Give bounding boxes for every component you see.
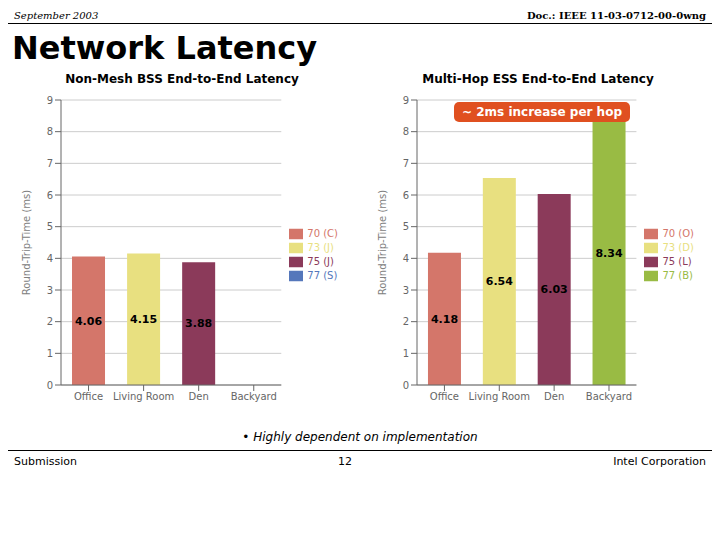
svg-text:3: 3 <box>403 285 409 296</box>
html-text:Non-Mesh BSS End-to-End Latenc: Non-Mesh BSS End-to-End Latency <box>65 72 299 86</box>
html-text:September 2003: September 2003 <box>14 10 99 21</box>
svg-text:4: 4 <box>403 253 409 264</box>
svg-text:7: 7 <box>403 158 409 169</box>
svg-text:6: 6 <box>403 190 409 201</box>
svg-text:0: 0 <box>47 380 53 391</box>
svg-text:5: 5 <box>47 221 53 232</box>
svg-text:Office: Office <box>74 391 103 402</box>
html-text:12: 12 <box>338 455 352 468</box>
svg-text:2: 2 <box>47 316 53 327</box>
html-text:70 (O): 70 (O) <box>662 228 694 239</box>
svg-text:9: 9 <box>403 95 409 106</box>
svg-text:9: 9 <box>47 95 53 106</box>
svg-text:1: 1 <box>403 348 409 359</box>
svg-text:8: 8 <box>47 126 53 137</box>
svg-text:6.54: 6.54 <box>486 275 513 288</box>
html-text:77 (B): 77 (B) <box>662 270 693 281</box>
svg-text:8.34: 8.34 <box>595 247 622 260</box>
html-text:Multi-Hop ESS End-to-End Laten: Multi-Hop ESS End-to-End Latency <box>422 72 654 86</box>
svg-text:4: 4 <box>47 253 53 264</box>
svg-text:7: 7 <box>47 158 53 169</box>
svg-text:4.18: 4.18 <box>431 313 458 326</box>
svg-text:4.06: 4.06 <box>75 315 102 328</box>
svg-text:Backyard: Backyard <box>231 391 277 402</box>
svg-text:Living Room: Living Room <box>113 391 174 402</box>
html-text:75 (J): 75 (J) <box>307 256 334 267</box>
svg-text:Living Room: Living Room <box>469 391 530 402</box>
html-text:Doc.: IEEE 11-03-0712-00-0wng: Doc.: IEEE 11-03-0712-00-0wng <box>526 10 706 21</box>
html-text:Intel Corporation: Intel Corporation <box>613 455 706 468</box>
html-text:~ 2ms increase per hop: ~ 2ms increase per hop <box>462 105 622 119</box>
svg-text:6: 6 <box>47 190 53 201</box>
svg-text:Round-Trip-Time (ms): Round-Trip-Time (ms) <box>377 190 388 295</box>
html-text:Network Latency: Network Latency <box>12 29 318 67</box>
svg-text:3: 3 <box>47 285 53 296</box>
html-text:• Highly dependent on implemen: • Highly dependent on implementation <box>242 430 478 444</box>
svg-text:5: 5 <box>403 221 409 232</box>
svg-text:8: 8 <box>403 126 409 137</box>
svg-text:6.03: 6.03 <box>541 283 568 296</box>
svg-text:Backyard: Backyard <box>586 391 632 402</box>
svg-text:0: 0 <box>403 380 409 391</box>
svg-text:1: 1 <box>47 348 53 359</box>
html-text:77 (S): 77 (S) <box>307 270 338 281</box>
html-text:70 (C): 70 (C) <box>307 228 338 239</box>
svg-text:2: 2 <box>403 316 409 327</box>
svg-text:Den: Den <box>189 391 209 402</box>
svg-text:Den: Den <box>544 391 564 402</box>
svg-text:Office: Office <box>430 391 459 402</box>
html-text:75 (L): 75 (L) <box>662 256 692 267</box>
svg-text:4.15: 4.15 <box>130 313 157 326</box>
html-text:73 (D): 73 (D) <box>662 242 694 253</box>
svg-text:3.88: 3.88 <box>185 317 212 330</box>
svg-text:Round-Trip-Time (ms): Round-Trip-Time (ms) <box>21 190 32 295</box>
html-text:Submission: Submission <box>14 455 77 468</box>
html-text:73 (J): 73 (J) <box>307 242 334 253</box>
